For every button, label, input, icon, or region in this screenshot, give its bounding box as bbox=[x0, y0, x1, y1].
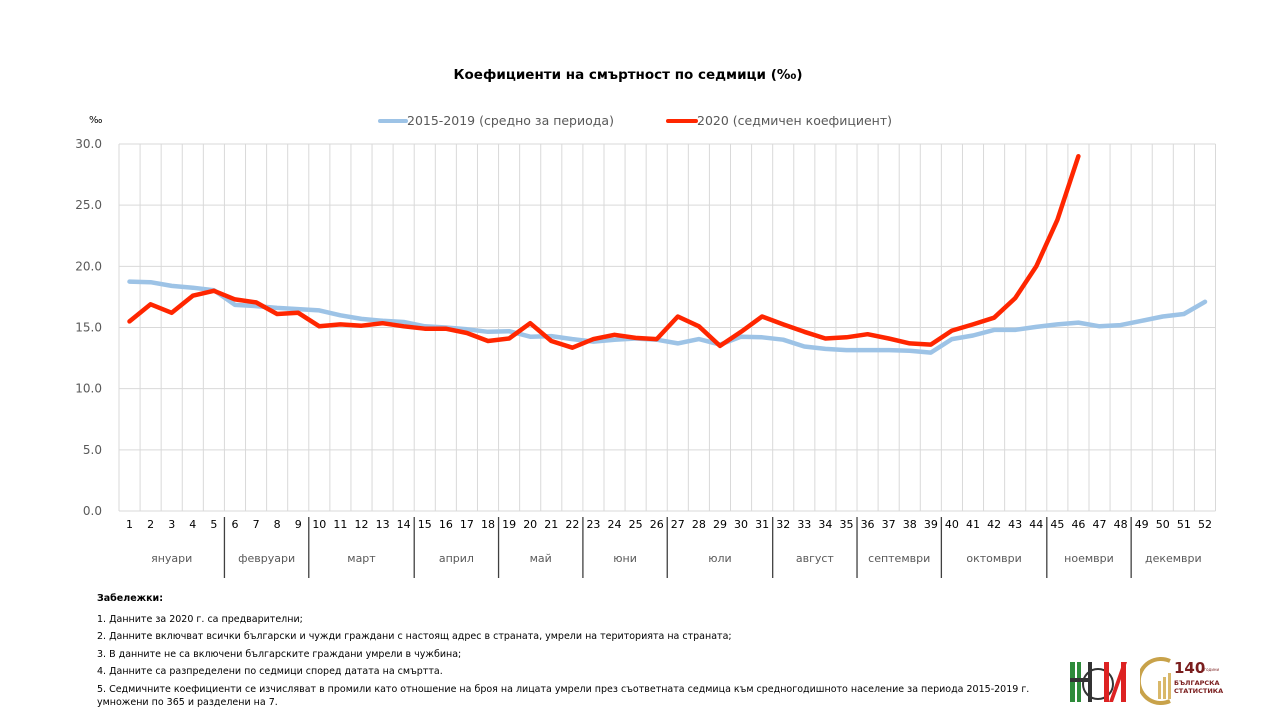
x-tick-label: 8 bbox=[274, 518, 281, 531]
x-tick-label: 2 bbox=[147, 518, 154, 531]
note-4: 4. Данните са разпределени по седмици сп… bbox=[97, 666, 443, 677]
month-label: юли bbox=[708, 552, 731, 565]
x-tick-label: 48 bbox=[1114, 518, 1128, 531]
x-tick-label: 47 bbox=[1093, 518, 1107, 531]
x-tick-label: 19 bbox=[502, 518, 516, 531]
month-label: ноември bbox=[1064, 552, 1114, 565]
x-tick-label: 17 bbox=[460, 518, 474, 531]
x-tick-label: 25 bbox=[629, 518, 643, 531]
x-tick-label: 1 bbox=[126, 518, 133, 531]
x-tick-label: 42 bbox=[987, 518, 1001, 531]
x-tick-label: 23 bbox=[586, 518, 600, 531]
x-tick-label: 28 bbox=[692, 518, 706, 531]
anniversary-ring-icon bbox=[1140, 657, 1171, 705]
anniversary-sub: години bbox=[1204, 667, 1220, 672]
month-label: юни bbox=[613, 552, 637, 565]
month-axis: януари февруари март април май юни юли август се… bbox=[151, 517, 1202, 578]
x-tick-label: 26 bbox=[650, 518, 664, 531]
x-tick-label: 33 bbox=[797, 518, 811, 531]
x-tick-label: 30 bbox=[734, 518, 748, 531]
mortality-chart: Коефициенти на смъртност по седмици (‰) … bbox=[75, 67, 1216, 578]
anniversary-logo: 140 години БЪЛГАРСКА СТАТИСТИКА bbox=[1140, 655, 1224, 707]
x-tick-label: 46 bbox=[1071, 518, 1085, 531]
x-tick-label: 39 bbox=[924, 518, 938, 531]
month-label: февруари bbox=[238, 552, 295, 565]
month-label: април bbox=[439, 552, 474, 565]
x-tick-label: 3 bbox=[168, 518, 175, 531]
x-tick-label: 22 bbox=[565, 518, 579, 531]
notes-heading: Забележки: bbox=[97, 593, 163, 604]
x-tick-label: 43 bbox=[1008, 518, 1022, 531]
x-tick-label: 16 bbox=[439, 518, 453, 531]
note-5: 5. Седмичните коефициенти се изчисляват … bbox=[97, 683, 1030, 708]
series-line-2020 bbox=[127, 153, 1081, 350]
y-tick-label: 20.0 bbox=[75, 259, 102, 273]
y-tick-label: 5.0 bbox=[83, 443, 102, 457]
x-tick-label: 13 bbox=[376, 518, 390, 531]
legend-label-2015-2019: 2015-2019 (средно за периода) bbox=[407, 113, 614, 128]
series-line-2015-2019 bbox=[127, 279, 1208, 355]
x-tick-label: 18 bbox=[481, 518, 495, 531]
anniversary-line1: БЪЛГАРСКА bbox=[1174, 679, 1220, 687]
x-tick-label: 36 bbox=[861, 518, 875, 531]
x-tick-label: 51 bbox=[1177, 518, 1191, 531]
note-1: 1. Данните за 2020 г. са предварителни; bbox=[97, 613, 303, 625]
x-tick-label: 52 bbox=[1198, 518, 1212, 531]
y-axis-unit: ‰ bbox=[89, 115, 102, 126]
x-tick-label: 44 bbox=[1029, 518, 1043, 531]
nsi-logo bbox=[1070, 662, 1127, 702]
month-label: март bbox=[347, 552, 376, 565]
x-tick-label: 31 bbox=[755, 518, 769, 531]
legend-label-2020: 2020 (седмичен коефициент) bbox=[697, 113, 892, 128]
y-axis: 0.0 5.0 10.0 15.0 20.0 25.0 30.0 bbox=[75, 137, 102, 518]
x-tick-label: 27 bbox=[671, 518, 685, 531]
grid bbox=[118, 143, 1216, 512]
anniversary-number: 140 bbox=[1174, 659, 1206, 677]
x-tick-label: 15 bbox=[418, 518, 432, 531]
x-tick-label: 21 bbox=[544, 518, 558, 531]
month-label: септември bbox=[868, 552, 930, 565]
x-tick-label: 10 bbox=[312, 518, 326, 531]
x-tick-label: 6 bbox=[231, 518, 238, 531]
x-tick-label: 29 bbox=[713, 518, 727, 531]
note-2: 2. Данните включват всички български и ч… bbox=[97, 631, 732, 642]
x-tick-label: 5 bbox=[210, 518, 217, 531]
x-tick-label: 40 bbox=[945, 518, 959, 531]
x-tick-label: 38 bbox=[903, 518, 917, 531]
y-tick-label: 30.0 bbox=[75, 137, 102, 151]
x-tick-label: 41 bbox=[966, 518, 980, 531]
month-label: януари bbox=[151, 552, 192, 565]
x-tick-label: 49 bbox=[1135, 518, 1149, 531]
x-tick-label: 50 bbox=[1156, 518, 1170, 531]
x-tick-label: 45 bbox=[1050, 518, 1064, 531]
x-axis: 1 2 3 4 5 6 7 8 9 10 11 12 13 14 15 16 17 18 19 20 21 22 23 24 2… bbox=[126, 518, 1212, 531]
x-tick-label: 32 bbox=[776, 518, 790, 531]
x-tick-label: 14 bbox=[397, 518, 411, 531]
x-tick-label: 34 bbox=[818, 518, 832, 531]
y-tick-label: 25.0 bbox=[75, 198, 102, 212]
x-tick-label: 24 bbox=[608, 518, 622, 531]
chart-title: Коефициенти на смъртност по седмици (‰) bbox=[454, 67, 803, 83]
x-tick-label: 7 bbox=[253, 518, 260, 531]
x-tick-label: 4 bbox=[189, 518, 196, 531]
x-tick-label: 11 bbox=[333, 518, 347, 531]
y-tick-label: 15.0 bbox=[75, 321, 102, 335]
x-tick-label: 35 bbox=[839, 518, 853, 531]
month-label: октомври bbox=[966, 552, 1021, 565]
anniversary-line2: СТАТИСТИКА bbox=[1174, 687, 1224, 695]
note-3: 3. В данните не са включени българските … bbox=[97, 648, 462, 660]
x-tick-label: 12 bbox=[354, 518, 368, 531]
series-lines bbox=[127, 153, 1208, 355]
month-label: декември bbox=[1145, 552, 1202, 565]
y-tick-label: 10.0 bbox=[75, 382, 102, 396]
legend: 2015-2019 (средно за периода) 2020 (седм… bbox=[378, 113, 892, 128]
notes: Забележки: 1. Данните за 2020 г. са пред… bbox=[97, 590, 1057, 709]
x-tick-label: 20 bbox=[523, 518, 537, 531]
x-tick-label: 9 bbox=[295, 518, 302, 531]
month-label: август bbox=[796, 552, 835, 565]
y-tick-label: 0.0 bbox=[83, 504, 102, 518]
month-label: май bbox=[530, 552, 552, 565]
x-tick-label: 37 bbox=[882, 518, 896, 531]
